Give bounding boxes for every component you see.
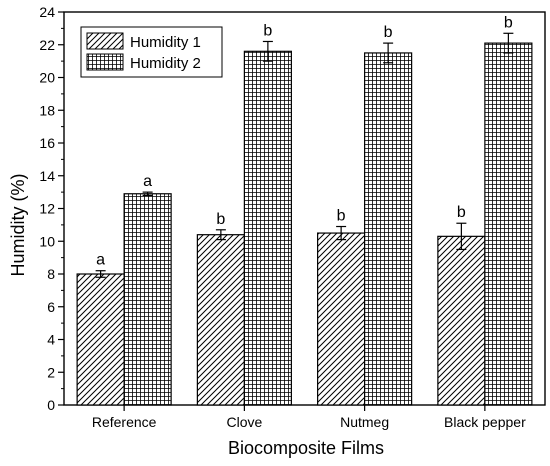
legend-label-humidity-2: Humidity 2 — [130, 55, 201, 72]
bar-humidity-1 — [317, 232, 366, 406]
plot-area: 024681012141618202224ReferenceaaClovebbN… — [39, 4, 546, 430]
bar-humidity-2 — [123, 193, 172, 406]
y-tick-label: 16 — [39, 135, 55, 151]
y-tick-label: 4 — [47, 332, 55, 348]
significance-letter: a — [96, 252, 105, 269]
legend-swatch-humidity-2 — [86, 53, 124, 71]
y-tick-label: 22 — [39, 37, 55, 53]
x-tick-label: Black pepper — [444, 414, 526, 430]
y-tick-label: 18 — [39, 102, 55, 118]
x-tick-label: Reference — [92, 414, 157, 430]
legend-label-humidity-1: Humidity 1 — [130, 34, 201, 51]
y-tick-label: 24 — [39, 4, 55, 20]
y-tick-label: 20 — [39, 70, 55, 86]
bar-humidity-2 — [243, 50, 292, 406]
significance-letter: b — [504, 14, 513, 31]
bar-humidity-1 — [437, 235, 486, 406]
x-axis-title: Biocomposite Films — [228, 438, 384, 458]
bar-humidity-1 — [196, 234, 245, 406]
legend: Humidity 1 Humidity 2 — [80, 26, 223, 78]
x-tick-label: Clove — [226, 414, 262, 430]
y-tick-label: 6 — [47, 299, 55, 315]
y-tick-label: 12 — [39, 201, 55, 217]
y-axis-title: Humidity (%) — [8, 173, 28, 276]
bar-humidity-1 — [76, 273, 125, 406]
significance-letter: b — [216, 211, 225, 228]
significance-letter: a — [143, 173, 152, 190]
y-tick-label: 2 — [47, 364, 55, 380]
significance-letter: b — [457, 204, 466, 221]
significance-letter: b — [384, 24, 393, 41]
y-tick-label: 14 — [39, 168, 55, 184]
significance-letter: b — [263, 22, 272, 39]
bar-humidity-2 — [364, 52, 413, 406]
significance-letter: b — [337, 208, 346, 225]
y-tick-label: 10 — [39, 233, 55, 249]
legend-swatch-humidity-1 — [86, 32, 124, 50]
bar-humidity-2 — [484, 42, 533, 406]
y-tick-label: 8 — [47, 266, 55, 282]
y-tick-label: 0 — [47, 397, 55, 413]
x-tick-label: Nutmeg — [340, 414, 389, 430]
